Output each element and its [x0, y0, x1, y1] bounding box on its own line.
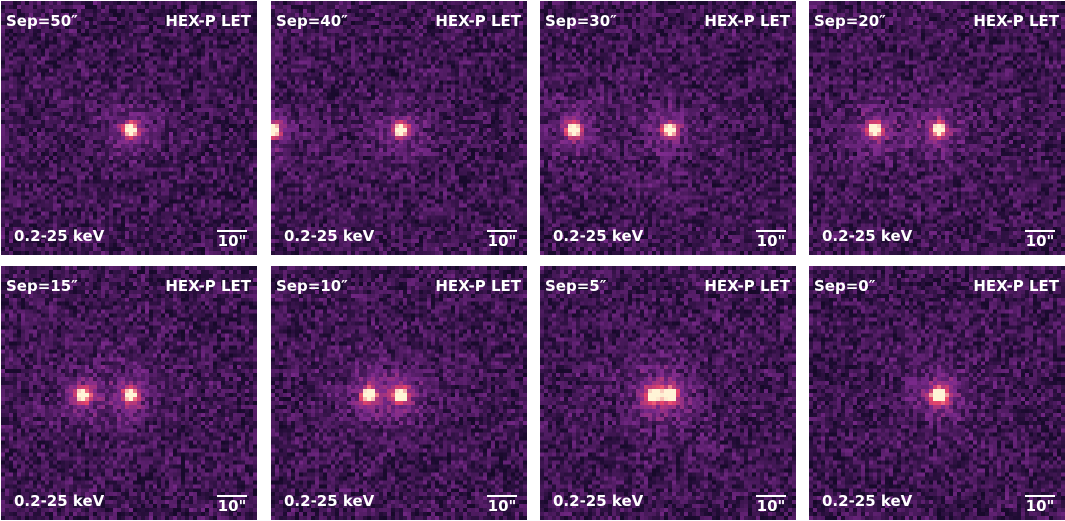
scale-bar: 10" [486, 495, 518, 514]
energy-band-label: 0.2-25 keV [553, 492, 644, 510]
energy-band-label: 0.2-25 keV [822, 492, 913, 510]
scale-bar-label: 10" [756, 497, 786, 515]
scale-bar: 10" [1024, 495, 1056, 514]
xray-image [540, 1, 796, 255]
scale-bar-label: 10" [217, 232, 247, 250]
scale-bar: 10" [1024, 230, 1056, 249]
scale-bar-line [756, 495, 786, 497]
instrument-label: HEX-P LET [435, 277, 521, 295]
scale-bar-label: 10" [756, 232, 786, 250]
xray-image [809, 1, 1065, 255]
panel-sep-5: Sep=5″ HEX-P LET 0.2-25 keV 10" [540, 266, 796, 520]
scale-bar-label: 10" [487, 497, 517, 515]
scale-bar: 10" [755, 230, 787, 249]
scale-bar: 10" [216, 495, 248, 514]
scale-bar-line [217, 230, 247, 232]
panel-sep-20: Sep=20″ HEX-P LET 0.2-25 keV 10" [809, 1, 1065, 255]
energy-band-label: 0.2-25 keV [284, 227, 375, 245]
scale-bar-label: 10" [487, 232, 517, 250]
separation-label: Sep=30″ [545, 12, 617, 30]
xray-image [271, 1, 527, 255]
energy-band-label: 0.2-25 keV [284, 492, 375, 510]
xray-image [540, 266, 796, 520]
scale-bar-line [487, 230, 517, 232]
scale-bar-line [487, 495, 517, 497]
separation-label: Sep=20″ [814, 12, 886, 30]
panel-sep-15: Sep=15″ HEX-P LET 0.2-25 keV 10" [1, 266, 257, 520]
scale-bar-label: 10" [1025, 497, 1055, 515]
instrument-label: HEX-P LET [704, 277, 790, 295]
separation-label: Sep=15″ [6, 277, 78, 295]
panel-sep-0: Sep=0″ HEX-P LET 0.2-25 keV 10" [809, 266, 1065, 520]
scale-bar-label: 10" [217, 497, 247, 515]
energy-band-label: 0.2-25 keV [553, 227, 644, 245]
instrument-label: HEX-P LET [973, 277, 1059, 295]
separation-label: Sep=40″ [276, 12, 348, 30]
separation-label: Sep=50″ [6, 12, 78, 30]
xray-image [1, 1, 257, 255]
panel-sep-50: Sep=50″ HEX-P LET 0.2-25 keV 10" [1, 1, 257, 255]
instrument-label: HEX-P LET [435, 12, 521, 30]
energy-band-label: 0.2-25 keV [14, 227, 105, 245]
energy-band-label: 0.2-25 keV [14, 492, 105, 510]
energy-band-label: 0.2-25 keV [822, 227, 913, 245]
scale-bar: 10" [216, 230, 248, 249]
scale-bar-line [217, 495, 247, 497]
separation-label: Sep=5″ [545, 277, 607, 295]
scale-bar-line [1025, 230, 1055, 232]
instrument-label: HEX-P LET [704, 12, 790, 30]
scale-bar-line [756, 230, 786, 232]
separation-label: Sep=10″ [276, 277, 348, 295]
panel-sep-40: Sep=40″ HEX-P LET 0.2-25 keV 10" [271, 1, 527, 255]
instrument-label: HEX-P LET [165, 277, 251, 295]
panel-sep-10: Sep=10″ HEX-P LET 0.2-25 keV 10" [271, 266, 527, 520]
instrument-label: HEX-P LET [165, 12, 251, 30]
scale-bar-label: 10" [1025, 232, 1055, 250]
xray-image [1, 266, 257, 520]
scale-bar: 10" [755, 495, 787, 514]
separation-label: Sep=0″ [814, 277, 876, 295]
instrument-label: HEX-P LET [973, 12, 1059, 30]
xray-image [271, 266, 527, 520]
xray-image [809, 266, 1065, 520]
scale-bar-line [1025, 495, 1055, 497]
panel-sep-30: Sep=30″ HEX-P LET 0.2-25 keV 10" [540, 1, 796, 255]
scale-bar: 10" [486, 230, 518, 249]
